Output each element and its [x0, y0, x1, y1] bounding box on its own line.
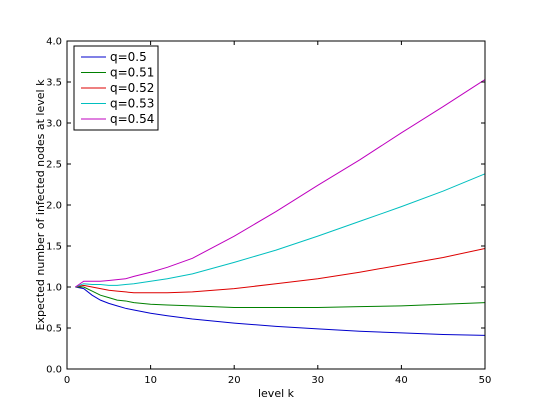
y-tick-label: 0.0 [46, 365, 62, 376]
legend-label: q=0.54 [110, 112, 154, 126]
y-tick-label: 0.5 [46, 324, 62, 335]
series-line-1 [75, 286, 486, 336]
series-line-5 [75, 79, 486, 288]
ticks-layer: 0 10 20 30 40 50 0.0 0.5 1.0 1.5 2.0 2.5 3.0 3.5 4.0 [46, 37, 491, 387]
series-line-2 [75, 286, 486, 308]
x-axis-label: level k [258, 387, 295, 400]
x-tick-label: 20 [228, 375, 241, 386]
legend-label: q=0.53 [110, 97, 154, 111]
series-layer [75, 79, 486, 336]
x-tick-label: 30 [311, 375, 324, 386]
y-tick-label: 1.5 [46, 242, 62, 253]
legend-label: q=0.51 [110, 66, 154, 80]
legend: q=0.5 q=0.51q=0.52 q=0.53q=0.54 [73, 45, 159, 131]
y-tick-label: 1.0 [46, 283, 62, 294]
y-tick-label: 2.0 [46, 201, 62, 212]
y-tick-label: 3.5 [46, 78, 62, 89]
series-line-3 [75, 247, 486, 294]
y-tick-label: 2.5 [46, 160, 62, 171]
x-tick-label: 0 [64, 375, 70, 386]
series-line-4 [75, 173, 486, 288]
x-tick-label: 50 [479, 375, 492, 386]
x-tick-label: 40 [395, 375, 408, 386]
y-axis-label: Expected number of infected nodes at lev… [34, 79, 47, 331]
legend-label: q=0.52 [110, 81, 154, 95]
y-tick-label: 4.0 [46, 37, 62, 48]
legend-label: q=0.5 [110, 50, 147, 64]
x-tick-label: 10 [144, 375, 157, 386]
y-tick-label: 3.0 [46, 119, 62, 130]
